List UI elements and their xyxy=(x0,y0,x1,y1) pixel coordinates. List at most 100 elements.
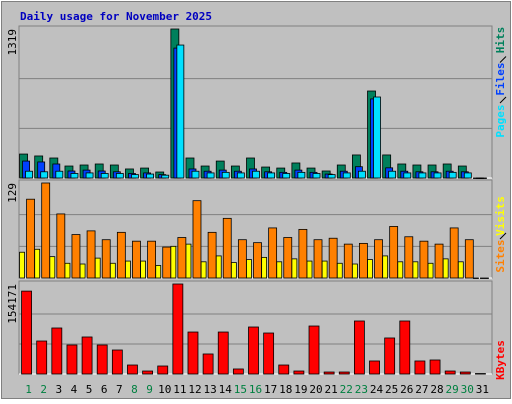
bar xyxy=(217,331,229,375)
bar xyxy=(215,255,222,279)
bar xyxy=(230,262,237,279)
x-tick-label: 28 xyxy=(430,383,443,396)
bar xyxy=(343,243,353,279)
x-tick-label: 22 xyxy=(340,383,353,396)
bar xyxy=(297,171,306,179)
bar xyxy=(336,262,343,279)
bar xyxy=(403,172,412,179)
bar xyxy=(94,257,101,279)
x-tick-label: 26 xyxy=(400,383,413,396)
y-tick-label: 1319 xyxy=(6,29,19,56)
x-tick-label: 1 xyxy=(25,383,32,396)
bar xyxy=(221,171,230,179)
bar xyxy=(185,243,192,279)
bar xyxy=(312,173,321,179)
bar xyxy=(427,262,434,279)
bar xyxy=(327,174,336,179)
bar xyxy=(429,359,441,375)
legend-label: Pages xyxy=(494,104,507,137)
bar xyxy=(115,173,124,179)
bar xyxy=(321,260,328,279)
bar xyxy=(132,240,141,279)
x-tick-label: 17 xyxy=(264,383,277,396)
bar xyxy=(278,364,290,375)
bar xyxy=(352,263,358,279)
bar xyxy=(26,198,35,279)
bar xyxy=(140,260,146,279)
bar xyxy=(293,370,305,375)
y-tick-label: 154171 xyxy=(6,284,19,324)
bar xyxy=(131,174,139,179)
bar xyxy=(40,171,49,179)
bar xyxy=(463,172,472,179)
bar xyxy=(222,217,232,279)
x-tick-label: 27 xyxy=(415,383,428,396)
x-tick-label: 9 xyxy=(146,383,153,396)
bar xyxy=(323,371,335,375)
bar xyxy=(207,231,217,279)
legend-separator xyxy=(499,56,507,63)
x-tick-label: 3 xyxy=(56,383,63,396)
bar xyxy=(125,260,131,279)
x-tick-label: 11 xyxy=(173,383,186,396)
bar xyxy=(66,344,78,375)
x-tick-label: 31 xyxy=(476,383,489,396)
x-tick-label: 24 xyxy=(370,383,384,396)
x-tick-label: 13 xyxy=(203,383,216,396)
bar xyxy=(418,172,427,179)
bar xyxy=(480,277,489,279)
x-tick-label: 6 xyxy=(101,383,108,396)
bar xyxy=(384,337,396,375)
bar xyxy=(206,172,215,179)
bar xyxy=(56,213,66,279)
bar xyxy=(479,177,487,179)
bar xyxy=(267,172,276,179)
bar xyxy=(172,283,184,375)
bar xyxy=(55,170,64,179)
bar xyxy=(79,263,86,279)
bar xyxy=(100,173,109,179)
bar xyxy=(358,170,366,179)
bar xyxy=(475,373,486,375)
bar xyxy=(162,246,172,279)
bar xyxy=(96,344,108,375)
bar xyxy=(70,173,79,179)
bar xyxy=(41,182,51,279)
x-tick-label: 8 xyxy=(131,383,138,396)
bar xyxy=(306,260,313,279)
bar xyxy=(101,239,111,279)
legend-label: Hits xyxy=(494,27,507,54)
bar xyxy=(51,327,63,375)
bar xyxy=(81,336,93,375)
bar xyxy=(232,368,244,375)
bar xyxy=(200,261,207,279)
bar xyxy=(202,353,214,375)
bar xyxy=(449,227,459,279)
bar xyxy=(261,256,268,279)
bar xyxy=(252,170,260,179)
bar xyxy=(414,360,426,375)
bar xyxy=(459,371,471,375)
bar xyxy=(25,170,33,179)
bar xyxy=(142,370,153,375)
bar xyxy=(412,261,419,279)
plot-area xyxy=(18,25,493,179)
bar xyxy=(308,325,320,375)
bar xyxy=(374,239,383,279)
bar xyxy=(34,248,41,279)
x-tick-label: 16 xyxy=(249,383,262,396)
bar xyxy=(313,239,323,279)
x-tick-label: 23 xyxy=(355,383,368,396)
bar xyxy=(71,234,81,279)
bar xyxy=(187,331,199,375)
bar xyxy=(354,320,365,375)
bar xyxy=(338,371,350,375)
bar xyxy=(419,240,429,279)
legend-label: KBytes xyxy=(494,340,507,380)
bar xyxy=(276,261,283,279)
bar xyxy=(369,360,380,375)
x-tick-label: 30 xyxy=(461,383,474,396)
bar xyxy=(111,349,123,375)
bar xyxy=(246,259,252,279)
